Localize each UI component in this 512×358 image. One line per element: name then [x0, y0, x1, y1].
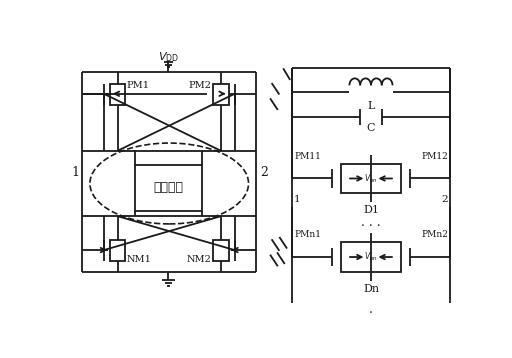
- Text: $V_{\rm bn}$: $V_{\rm bn}$: [364, 172, 378, 185]
- Text: 1: 1: [71, 166, 79, 179]
- Text: $V_{\rm bn}$: $V_{\rm bn}$: [364, 251, 378, 263]
- Text: 2: 2: [441, 195, 448, 204]
- Text: PMn1: PMn1: [294, 230, 321, 239]
- Bar: [135, 165, 202, 211]
- Text: .: .: [369, 303, 373, 316]
- Bar: [110, 84, 125, 105]
- Text: PM12: PM12: [421, 152, 448, 161]
- Text: D1: D1: [363, 205, 379, 215]
- Text: L: L: [367, 101, 375, 111]
- Bar: [213, 84, 228, 105]
- Bar: [110, 240, 125, 261]
- Text: 1: 1: [294, 195, 301, 204]
- Bar: [341, 164, 401, 193]
- Text: Dn: Dn: [363, 284, 379, 294]
- Text: PM11: PM11: [294, 152, 321, 161]
- Text: NM1: NM1: [127, 255, 152, 264]
- Text: PM2: PM2: [188, 81, 211, 90]
- Text: 谐振回路: 谐振回路: [154, 181, 183, 194]
- Text: $V_{\rm DD}$: $V_{\rm DD}$: [158, 50, 179, 64]
- Text: PMn2: PMn2: [421, 230, 448, 239]
- Text: 2: 2: [260, 166, 268, 179]
- Text: NM2: NM2: [187, 255, 211, 264]
- Text: PM1: PM1: [127, 81, 150, 90]
- Bar: [341, 242, 401, 272]
- Bar: [213, 240, 228, 261]
- Text: C: C: [367, 123, 375, 133]
- Text: . . .: . . .: [361, 216, 381, 229]
